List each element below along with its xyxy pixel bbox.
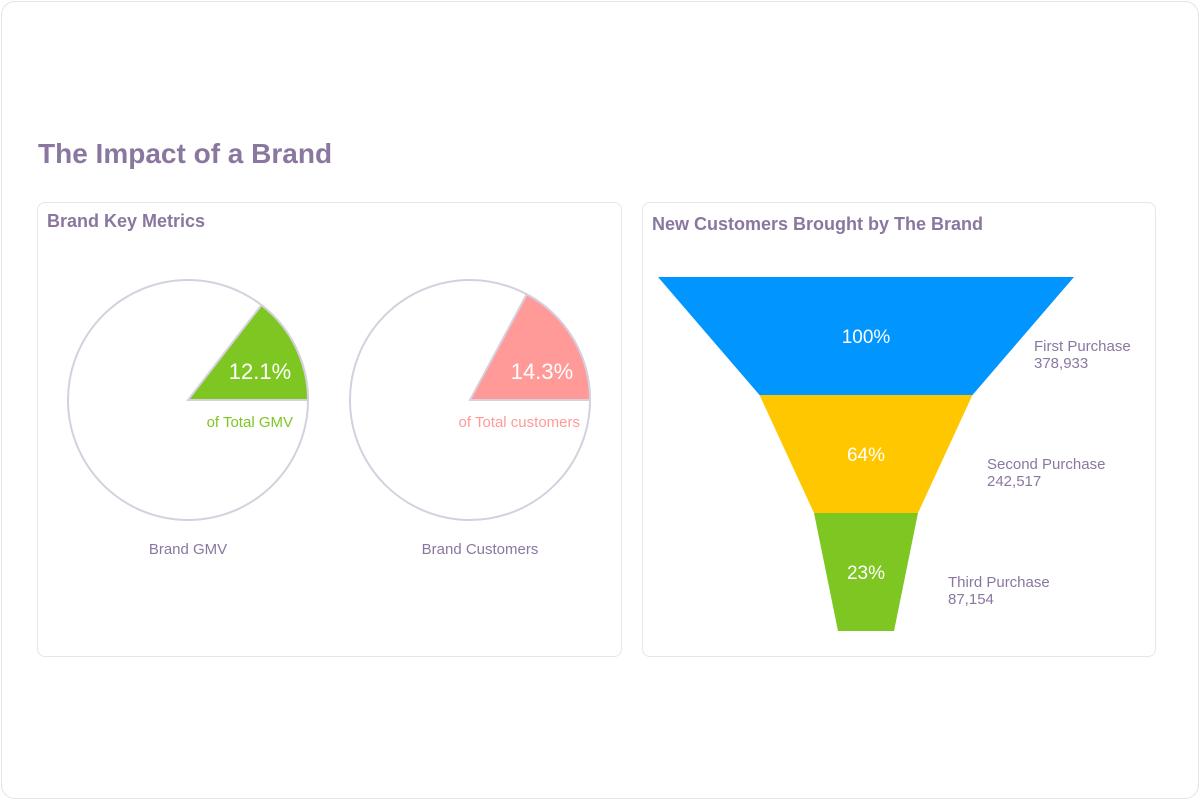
pie-value-label: 14.3%	[511, 359, 573, 384]
pie-slice	[468, 292, 592, 401]
funnel-stage-name: Second Purchase	[987, 456, 1105, 473]
funnel-percent-label: 64%	[847, 445, 885, 466]
funnel-segment	[759, 395, 973, 513]
funnel-percent-label: 100%	[842, 327, 891, 348]
card-title: Brand Key Metrics	[47, 211, 206, 231]
funnel-segment	[658, 277, 1074, 395]
funnel-segment	[814, 513, 918, 631]
pie-slice	[185, 303, 310, 401]
funnel-stage-name: First Purchase	[1034, 338, 1131, 355]
page-title: The Impact of a Brand	[38, 138, 333, 169]
pie-sublabel: of Total GMV	[207, 414, 293, 431]
pie-name-label: Brand GMV	[149, 541, 227, 558]
funnel-stage-value: 242,517	[987, 473, 1041, 490]
card-title: New Customers Brought by The Brand	[652, 214, 984, 234]
pie-sublabel: of Total customers	[459, 414, 580, 431]
pie-name-label: Brand Customers	[422, 541, 539, 558]
funnel-percent-label: 23%	[847, 563, 885, 584]
pie-value-label: 12.1%	[229, 359, 291, 384]
funnel-stage-value: 87,154	[948, 591, 994, 608]
funnel-stage-value: 378,933	[1034, 355, 1088, 372]
funnel-stage-name: Third Purchase	[948, 574, 1050, 591]
